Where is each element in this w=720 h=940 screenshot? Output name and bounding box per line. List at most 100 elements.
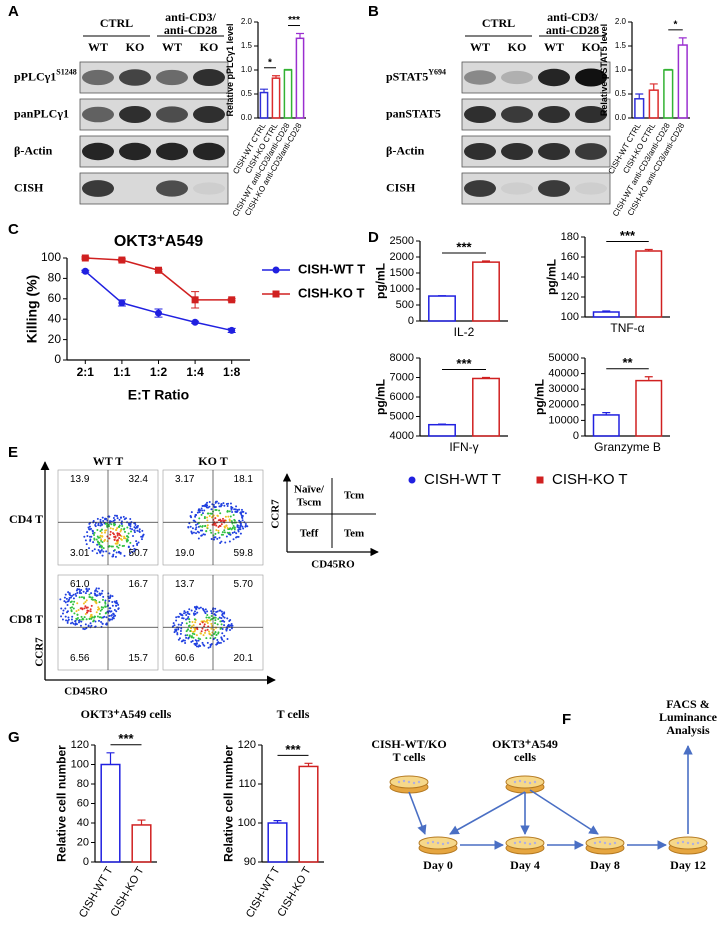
- y-tick-label: 60: [48, 291, 62, 305]
- event-dot: [95, 611, 98, 614]
- event-dot: [133, 550, 136, 553]
- band: [538, 142, 570, 161]
- event-dot: [173, 624, 176, 627]
- event-dot: [91, 596, 94, 599]
- event-dot: [192, 630, 195, 633]
- event-dot: [197, 531, 200, 534]
- event-dot: [195, 639, 198, 642]
- event-dot: [113, 538, 116, 541]
- error-bar: [296, 32, 304, 39]
- event-dot: [127, 532, 130, 535]
- event-dot: [117, 607, 120, 610]
- y-tick-label: 180: [561, 231, 579, 243]
- event-dot: [79, 607, 82, 610]
- event-dot: [235, 532, 238, 535]
- y-tick-label: 2.0: [241, 17, 253, 26]
- marker: [81, 267, 89, 275]
- event-dot: [133, 526, 136, 529]
- event-dot: [193, 610, 196, 613]
- marker: [228, 296, 236, 304]
- event-dot: [188, 613, 191, 616]
- event-dot: [100, 531, 103, 534]
- event-dot: [215, 634, 218, 637]
- event-dot: [208, 515, 211, 518]
- cell-dot: [608, 842, 612, 846]
- event-dot: [187, 526, 190, 529]
- event-dot: [115, 601, 118, 604]
- blot-header: anti-CD3/: [547, 10, 598, 24]
- event-dot: [235, 505, 238, 508]
- event-dot: [241, 525, 244, 528]
- node-label: FACS &: [666, 697, 709, 711]
- event-dot: [220, 540, 223, 543]
- event-dot: [140, 535, 143, 538]
- cell-dot: [533, 780, 537, 784]
- event-dot: [78, 590, 81, 593]
- event-dot: [112, 613, 115, 616]
- blot-row-label: β-Actin: [386, 143, 425, 157]
- event-dot: [217, 617, 220, 620]
- event-dot: [206, 613, 209, 616]
- event-dot: [86, 609, 89, 612]
- event-dot: [182, 617, 185, 620]
- event-dot: [121, 525, 124, 528]
- event-dot: [80, 620, 83, 623]
- panel-letter: E: [8, 444, 18, 461]
- event-dot: [88, 525, 91, 528]
- event-dot: [91, 598, 94, 601]
- event-dot: [108, 537, 111, 540]
- lane-label: WT: [470, 40, 490, 54]
- quadrant-percent: 32.4: [129, 474, 149, 485]
- event-dot: [206, 526, 209, 529]
- significance-label: *: [268, 57, 272, 68]
- y-tick-label: 120: [238, 739, 256, 751]
- band: [575, 143, 607, 160]
- band: [538, 68, 570, 87]
- bar: [428, 295, 456, 322]
- event-dot: [233, 519, 236, 522]
- event-dot: [142, 533, 145, 536]
- x-axis-title: TNF-α: [610, 321, 644, 335]
- event-dot: [233, 528, 236, 531]
- event-dot: [65, 597, 68, 600]
- quadrant-percent: 13.9: [70, 474, 90, 485]
- event-dot: [189, 630, 192, 633]
- event-dot: [88, 617, 91, 620]
- event-dot: [89, 615, 92, 618]
- event-dot: [222, 502, 225, 505]
- event-dot: [221, 632, 224, 635]
- event-dot: [111, 555, 114, 558]
- event-dot: [78, 596, 81, 599]
- event-dot: [203, 623, 206, 626]
- event-dot: [93, 616, 96, 619]
- event-dot: [100, 620, 103, 623]
- event-dot: [90, 624, 93, 627]
- event-dot: [94, 589, 97, 592]
- y-tick-label: 40: [48, 311, 62, 325]
- event-dot: [233, 531, 236, 534]
- event-dot: [221, 612, 224, 615]
- event-dot: [74, 623, 77, 626]
- event-dot: [102, 616, 105, 619]
- error-bar: [272, 75, 280, 79]
- event-dot: [183, 612, 186, 615]
- marker: [118, 256, 126, 264]
- event-dot: [118, 537, 121, 540]
- event-dot: [238, 508, 241, 511]
- event-dot: [71, 594, 74, 597]
- legend-marker: [272, 290, 280, 298]
- flow-arrow: [529, 789, 599, 835]
- event-dot: [88, 593, 91, 596]
- y-tick-label: 20: [77, 836, 89, 848]
- quadrant-percent: 59.8: [234, 548, 254, 559]
- event-dot: [101, 622, 104, 625]
- event-dot: [117, 603, 120, 606]
- y-tick-label: 110: [238, 778, 256, 790]
- event-dot: [210, 622, 213, 625]
- event-dot: [199, 525, 202, 528]
- event-dot: [242, 527, 245, 530]
- event-dot: [66, 621, 69, 624]
- event-dot: [96, 552, 99, 555]
- event-dot: [203, 516, 206, 519]
- event-dot: [175, 619, 178, 622]
